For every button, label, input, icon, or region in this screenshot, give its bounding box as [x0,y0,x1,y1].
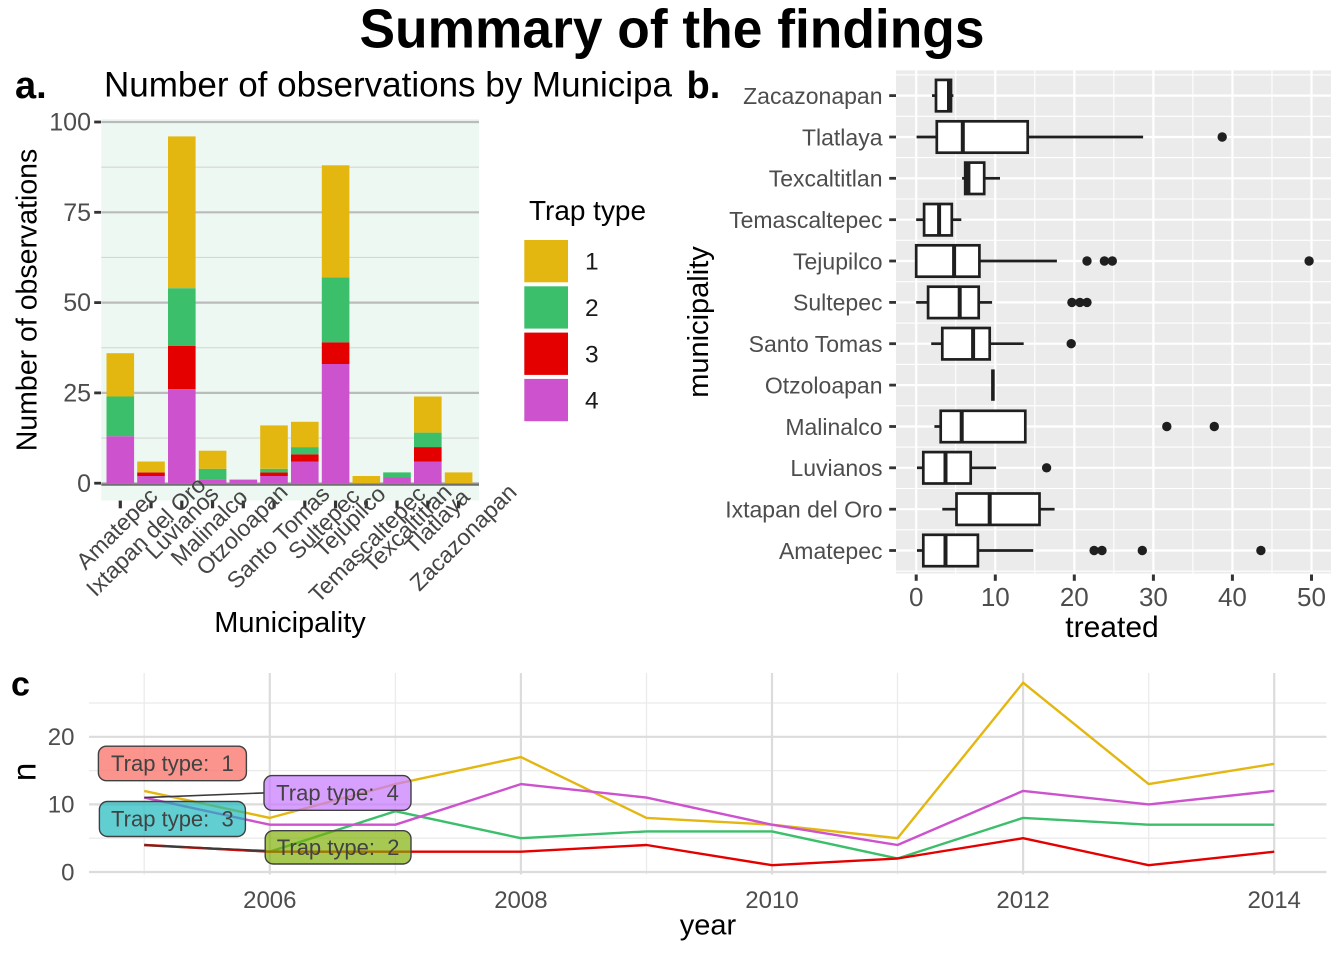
svg-text:year: year [680,910,737,942]
svg-text:Municipality: Municipality [214,607,366,639]
svg-text:c: c [11,666,30,704]
svg-text:0: 0 [61,859,74,886]
svg-text:Tejupilco: Tejupilco [793,248,883,274]
svg-text:Santo Tomas: Santo Tomas [749,331,883,357]
svg-text:40: 40 [1218,582,1247,612]
svg-text:10: 10 [48,792,75,819]
svg-text:4: 4 [585,388,599,415]
svg-text:Temascaltepec: Temascaltepec [729,207,882,233]
svg-text:Trap type: 3: Trap type: 3 [111,807,234,832]
svg-text:2006: 2006 [243,887,296,914]
svg-text:Trap type: Trap type [529,195,646,226]
svg-text:Texcaltitlan: Texcaltitlan [769,166,883,192]
svg-text:a.: a. [15,65,47,107]
svg-text:10: 10 [981,582,1010,612]
svg-text:Malinalco: Malinalco [785,414,882,440]
svg-text:Sultepec: Sultepec [793,290,883,316]
svg-text:100: 100 [49,109,91,137]
svg-text:20: 20 [1060,582,1089,612]
svg-text:Luvianos: Luvianos [790,455,882,481]
svg-text:2008: 2008 [494,887,547,914]
svg-text:municipality: municipality [683,246,715,398]
svg-text:2014: 2014 [1248,887,1301,914]
svg-text:Amatepec: Amatepec [779,538,883,564]
svg-text:Otzoloapan: Otzoloapan [765,372,883,398]
svg-text:n: n [6,763,43,781]
svg-text:Trap type: 1: Trap type: 1 [111,751,234,776]
svg-text:2012: 2012 [996,887,1049,914]
svg-text:1: 1 [585,249,599,276]
svg-text:30: 30 [1139,582,1168,612]
svg-text:2: 2 [585,295,599,322]
svg-text:3: 3 [585,341,599,368]
svg-text:20: 20 [48,724,75,751]
svg-text:50: 50 [1297,582,1326,612]
svg-text:Trap type: 4: Trap type: 4 [276,781,399,806]
svg-text:Number of observations: Number of observations [12,149,44,452]
svg-text:Trap type: 2: Trap type: 2 [277,835,400,860]
svg-text:0: 0 [77,470,91,498]
svg-text:50: 50 [63,289,91,317]
svg-text:Number of observations by Muni: Number of observations by Municipa [104,66,673,105]
svg-text:Zacazonapan: Zacazonapan [743,83,882,109]
svg-text:2010: 2010 [745,887,798,914]
svg-text:25: 25 [63,380,91,408]
svg-text:0: 0 [909,582,923,612]
svg-text:treated: treated [1065,611,1158,644]
svg-text:Ixtapan del Oro: Ixtapan del Oro [725,497,882,523]
svg-text:75: 75 [63,199,91,227]
svg-text:b.: b. [687,65,721,107]
svg-text:Tlatlaya: Tlatlaya [802,124,883,150]
svg-text:Summary of the findings: Summary of the findings [360,0,985,60]
